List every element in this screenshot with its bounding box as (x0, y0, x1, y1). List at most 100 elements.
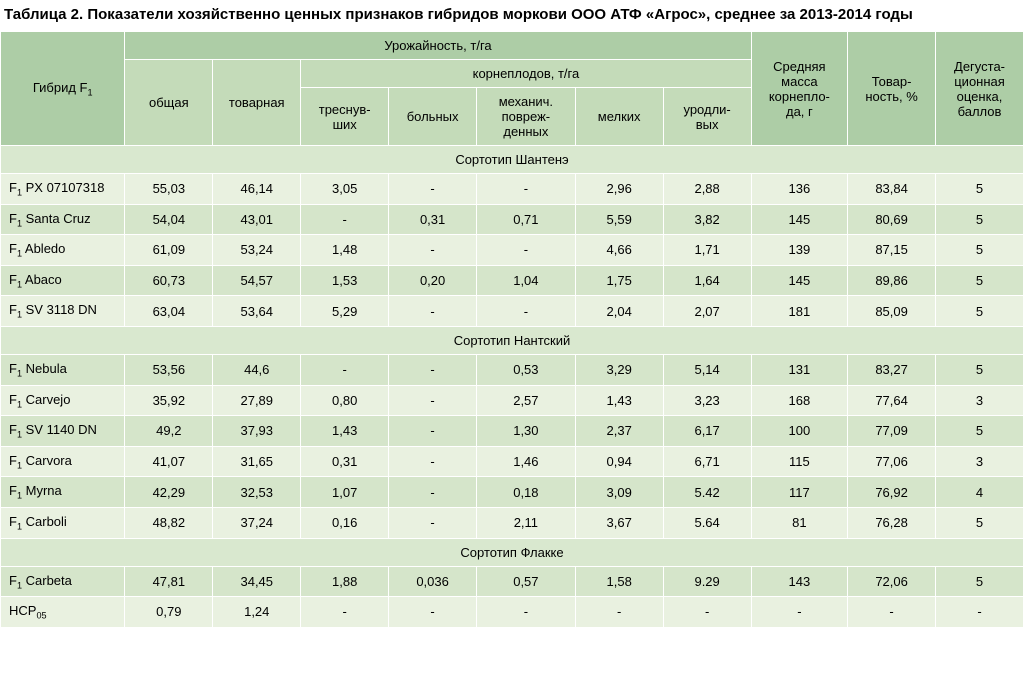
cell-value: 1,64 (663, 265, 751, 296)
cell-value: 31,65 (213, 446, 301, 477)
cell-value: 53,24 (213, 235, 301, 266)
cell-value: 0,57 (477, 566, 576, 597)
table-row: F1 SV 3118 DN63,0453,645,29--2,042,07181… (1, 296, 1024, 327)
table-row: F1 Carboli48,8237,240,16-2,113,675.64817… (1, 507, 1024, 538)
cell-value: 2,07 (663, 296, 751, 327)
table-row: F1 Myrna42,2932,531,07-0,183,095.4211776… (1, 477, 1024, 508)
cell-value: 0,53 (477, 354, 576, 385)
cell-value: 1,75 (575, 265, 663, 296)
cell-value: 181 (751, 296, 848, 327)
cell-value: 136 (751, 174, 848, 205)
cell-value: 55,03 (125, 174, 213, 205)
cell-value: 1,43 (575, 385, 663, 416)
cell-value: 41,07 (125, 446, 213, 477)
cell-value: 3,67 (575, 507, 663, 538)
cell-value: - (477, 296, 576, 327)
cell-value: 49,2 (125, 416, 213, 447)
cell-value: 2,04 (575, 296, 663, 327)
cell-value: 3,82 (663, 204, 751, 235)
cell-value: 0,80 (301, 385, 389, 416)
cell-value: 77,09 (848, 416, 936, 447)
col-sick: больных (389, 88, 477, 146)
cell-value: 143 (751, 566, 848, 597)
cell-value: 76,92 (848, 477, 936, 508)
cell-value: 145 (751, 265, 848, 296)
section-header: Сортотип Шантенэ (1, 146, 1024, 174)
cell-value: - (477, 597, 576, 628)
cell-value: 0,20 (389, 265, 477, 296)
cell-value: 2,37 (575, 416, 663, 447)
cell-value: 77,64 (848, 385, 936, 416)
cell-value: 6,17 (663, 416, 751, 447)
cell-value: - (389, 477, 477, 508)
cell-value: 83,84 (848, 174, 936, 205)
colgroup-yield: Урожайность, т/га (125, 32, 751, 60)
cell-value: 3,23 (663, 385, 751, 416)
cell-value: 139 (751, 235, 848, 266)
cell-value: 72,06 (848, 566, 936, 597)
cell-value: 81 (751, 507, 848, 538)
cell-value: 1,46 (477, 446, 576, 477)
cell-value: 80,69 (848, 204, 936, 235)
cell-value: 47,81 (125, 566, 213, 597)
cell-value: 0,036 (389, 566, 477, 597)
table-row: F1 Abaco60,7354,571,530,201,041,751,6414… (1, 265, 1024, 296)
cell-value: - (389, 446, 477, 477)
section-header: Сортотип Флакке (1, 538, 1024, 566)
cell-hybrid-name: F1 Carvejo (1, 385, 125, 416)
cell-value: 5 (936, 265, 1024, 296)
cell-hybrid-name: F1 Myrna (1, 477, 125, 508)
cell-value: 85,09 (848, 296, 936, 327)
cell-value: 0,18 (477, 477, 576, 508)
cell-value: 89,86 (848, 265, 936, 296)
cell-value: 37,24 (213, 507, 301, 538)
table-row: F1 PX 0710731855,0346,143,05--2,962,8813… (1, 174, 1024, 205)
cell-value: 3 (936, 446, 1024, 477)
cell-value: 5.42 (663, 477, 751, 508)
cell-value: 1,88 (301, 566, 389, 597)
cell-value: - (389, 597, 477, 628)
col-tasting: Дегуста-ционнаяоценка,баллов (936, 32, 1024, 146)
cell-value: - (389, 235, 477, 266)
cell-hybrid-name: F1 Abaco (1, 265, 125, 296)
cell-value: 1,07 (301, 477, 389, 508)
cell-hybrid-name: F1 SV 1140 DN (1, 416, 125, 447)
cell-value: 0,31 (301, 446, 389, 477)
cell-value: 115 (751, 446, 848, 477)
cell-value: - (751, 597, 848, 628)
cell-value: 5 (936, 296, 1024, 327)
table-row: F1 Santa Cruz54,0443,01-0,310,715,593,82… (1, 204, 1024, 235)
col-avg-mass: Средняямассакорнепло-да, г (751, 32, 848, 146)
cell-value: 2,57 (477, 385, 576, 416)
cell-value: 3 (936, 385, 1024, 416)
table-body: Сортотип ШантенэF1 PX 0710731855,0346,14… (1, 146, 1024, 628)
col-small: мелких (575, 88, 663, 146)
cell-hybrid-name: F1 Carbeta (1, 566, 125, 597)
cell-hybrid-name: F1 PX 07107318 (1, 174, 125, 205)
section-label: Сортотип Шантенэ (1, 146, 1024, 174)
col-total: общая (125, 60, 213, 146)
cell-value: 0,79 (125, 597, 213, 628)
cell-value: 61,09 (125, 235, 213, 266)
cell-value: 5,59 (575, 204, 663, 235)
cell-hybrid-name: F1 Nebula (1, 354, 125, 385)
table-caption: Таблица 2. Показатели хозяйственно ценны… (0, 0, 1024, 31)
col-ugly: уродли-вых (663, 88, 751, 146)
cell-value: - (477, 174, 576, 205)
cell-value: 1,43 (301, 416, 389, 447)
cell-value: 3,05 (301, 174, 389, 205)
cell-hybrid-name: F1 Santa Cruz (1, 204, 125, 235)
cell-value: - (389, 174, 477, 205)
cell-value: 1,24 (213, 597, 301, 628)
cell-value: 54,04 (125, 204, 213, 235)
cell-value: 100 (751, 416, 848, 447)
cell-value: 46,14 (213, 174, 301, 205)
cell-value: 42,29 (125, 477, 213, 508)
cell-value: 1,04 (477, 265, 576, 296)
cell-value: - (389, 507, 477, 538)
cell-value: 0,31 (389, 204, 477, 235)
cell-value: 1,48 (301, 235, 389, 266)
cell-value: 32,53 (213, 477, 301, 508)
cell-value: 83,27 (848, 354, 936, 385)
cell-value: 53,56 (125, 354, 213, 385)
